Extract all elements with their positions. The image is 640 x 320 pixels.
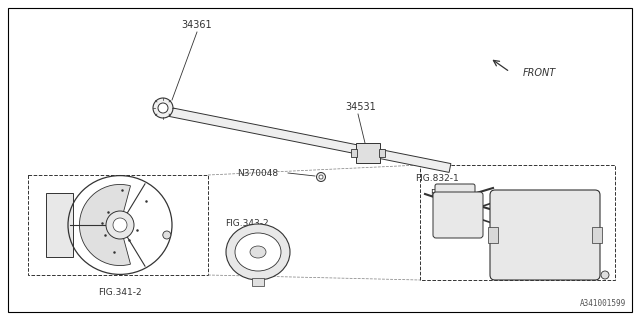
Text: FRONT: FRONT (523, 68, 556, 78)
Text: 34361: 34361 (182, 20, 212, 30)
Text: FIG.832-1: FIG.832-1 (415, 174, 459, 183)
Text: FIG.343-2: FIG.343-2 (225, 219, 269, 228)
Text: N370048: N370048 (237, 169, 278, 178)
Text: FIG.660-1: FIG.660-1 (430, 189, 474, 198)
Text: FIG.341-2: FIG.341-2 (98, 288, 142, 297)
Bar (488, 227, 498, 243)
Bar (28, 175, 208, 275)
Bar (420, 165, 615, 280)
Circle shape (113, 218, 127, 232)
Polygon shape (169, 108, 451, 172)
Text: A341001599: A341001599 (580, 299, 626, 308)
Text: FIG.660-1: FIG.660-1 (552, 274, 596, 283)
Ellipse shape (317, 172, 326, 181)
Ellipse shape (235, 233, 281, 271)
Bar (356, 143, 380, 163)
Text: 34531: 34531 (345, 102, 376, 112)
Ellipse shape (153, 98, 173, 118)
Ellipse shape (319, 175, 323, 179)
Ellipse shape (250, 246, 266, 258)
Ellipse shape (158, 103, 168, 113)
Bar (592, 227, 602, 243)
Bar (379, 149, 385, 157)
Polygon shape (46, 193, 73, 257)
FancyBboxPatch shape (490, 190, 600, 280)
Circle shape (106, 211, 134, 239)
FancyBboxPatch shape (433, 192, 483, 238)
Bar (252, 278, 264, 286)
FancyBboxPatch shape (435, 184, 475, 220)
Bar (351, 149, 357, 157)
Wedge shape (79, 184, 131, 266)
Circle shape (601, 271, 609, 279)
Circle shape (163, 231, 171, 239)
Ellipse shape (226, 224, 290, 280)
